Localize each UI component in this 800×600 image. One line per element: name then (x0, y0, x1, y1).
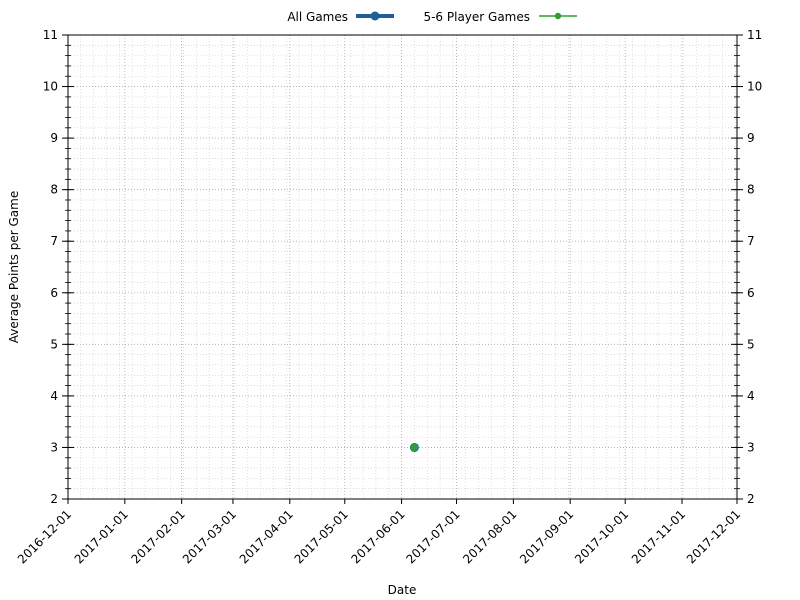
y-tick-label-left: 9 (50, 131, 58, 145)
y-tick-label-left: 2 (50, 492, 58, 506)
legend-swatch-all-games-marker (370, 11, 380, 21)
y-axis-ticks: 2 2 3 3 4 4 5 5 6 6 7 7 8 8 9 9 10 10 11 11 (43, 28, 763, 506)
y-tick-label-left: 5 (50, 337, 58, 351)
y-tick-label-left: 3 (50, 440, 58, 454)
y-tick-label-right: 9 (747, 131, 755, 145)
y-tick-label-right: 4 (747, 389, 755, 403)
y-tick-label-left: 7 (50, 234, 58, 248)
x-axis-label: Date (388, 583, 417, 597)
legend: All Games 5-6 Player Games (287, 10, 577, 24)
y-tick-label-left: 6 (50, 286, 58, 300)
data-point-series-1 (410, 443, 419, 452)
y-tick-label-left: 8 (50, 183, 58, 197)
y-tick-label-right: 3 (747, 440, 755, 454)
y-tick-label-right: 5 (747, 337, 755, 351)
y-tick-label-right: 6 (747, 286, 755, 300)
y-axis-label: Average Points per Game (7, 191, 21, 343)
data-marks (409, 442, 419, 452)
y-tick-label-right: 10 (747, 80, 762, 94)
y-tick-label-right: 7 (747, 234, 755, 248)
legend-swatch-5-6-player-marker (554, 12, 562, 20)
plot-frame (67, 34, 738, 500)
y-tick-label-left: 10 (43, 80, 58, 94)
legend-label-5-6-player-games: 5-6 Player Games (423, 10, 530, 24)
minor-gridlines (67, 34, 737, 500)
legend-label-all-games: All Games (287, 10, 348, 24)
y-tick-label-right: 2 (747, 492, 755, 506)
y-tick-label-right: 11 (747, 28, 762, 42)
y-tick-label-right: 8 (747, 183, 755, 197)
y-tick-label-left: 11 (43, 28, 58, 42)
y-tick-label-left: 4 (50, 389, 58, 403)
